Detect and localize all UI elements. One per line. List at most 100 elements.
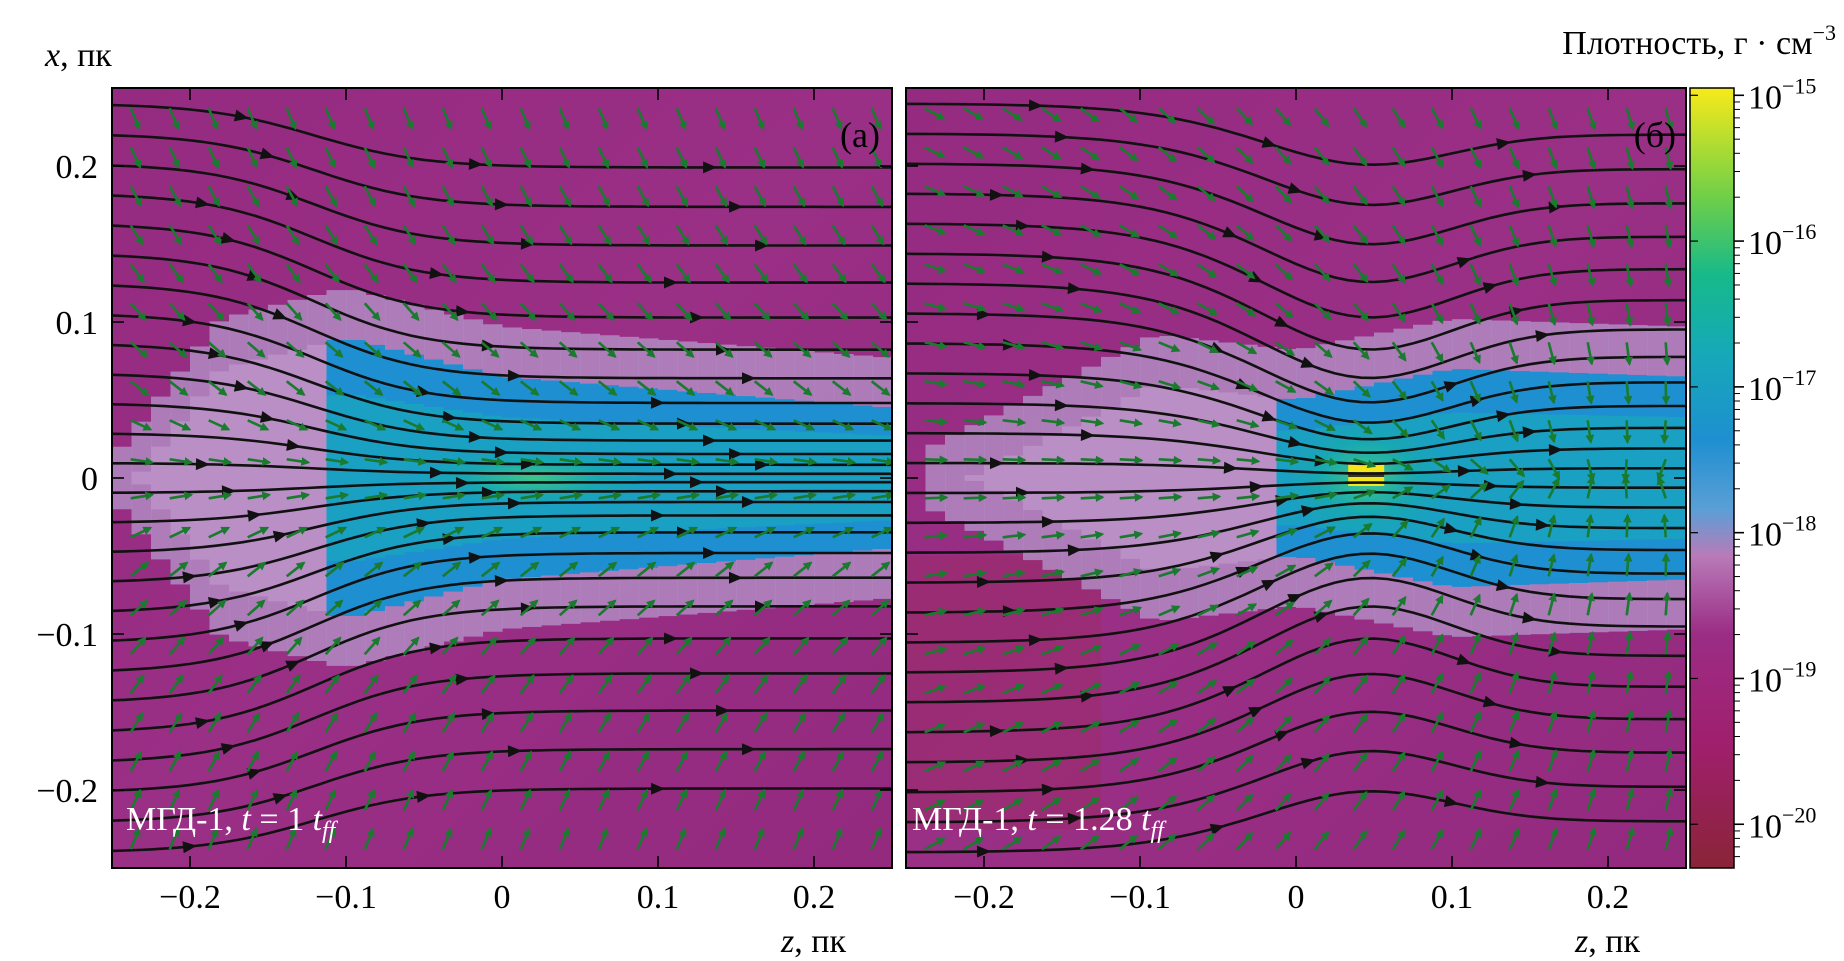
velocity-arrow [558,185,572,208]
velocity-arrow [1664,107,1674,132]
field-line-arrow [1028,369,1043,382]
filament-cell [984,465,1005,491]
field-line-arrow [468,157,483,170]
velocity-arrow [636,185,650,208]
velocity-arrow [1547,224,1558,248]
velocity-arrow [246,636,264,656]
velocity-arrow [831,636,849,656]
velocity-arrow [1353,458,1377,469]
velocity-arrow [363,341,383,358]
velocity-arrow [1041,683,1064,695]
velocity-arrow [753,599,773,617]
velocity-arrow [1469,107,1482,130]
field-line-arrow [1054,130,1069,143]
velocity-arrow [1158,455,1183,465]
velocity-arrow [363,750,377,772]
x-tick-label: −0.1 [1109,879,1171,916]
velocity-arrow [1586,631,1596,655]
velocity-arrow [1392,458,1414,471]
velocity-arrow [637,457,662,466]
velocity-arrow [1274,224,1293,243]
velocity-arrow [1002,645,1026,656]
velocity-arrow [753,711,768,733]
colorbar-tick-label: 10−16 [1748,219,1816,262]
velocity-arrow [714,599,734,617]
filament-core-cell [1588,415,1609,541]
field-line-arrow [259,147,275,160]
velocity-arrow [559,419,582,431]
field-line [112,514,892,583]
velocity-arrow [1041,341,1065,351]
velocity-arrow [1391,634,1407,656]
velocity-arrow [1002,146,1024,160]
field-line-arrow [1443,381,1459,393]
velocity-arrow [441,750,455,772]
colorbar-tick-label: 10−19 [1748,656,1816,699]
velocity-arrow [168,674,184,695]
velocity-arrow [1352,341,1370,360]
filament-core-cell [814,432,835,524]
velocity-arrow [1508,419,1520,443]
velocity-arrow [1119,643,1142,656]
velocity-arrow [130,491,155,501]
field-line-arrow [247,509,262,522]
field-line-arrow [716,704,730,717]
velocity-arrow [286,526,309,539]
velocity-arrow [363,380,384,396]
velocity-arrow [520,491,545,501]
field-line [906,532,1686,614]
velocity-arrow [364,526,387,539]
velocity-arrow [1002,224,1025,236]
velocity-arrow [168,302,186,322]
velocity-arrow [1079,796,1101,812]
velocity-arrow [871,491,892,501]
velocity-arrow [1197,455,1222,465]
field-line-arrow [195,196,210,209]
velocity-arrow [1430,555,1444,577]
velocity-arrow [1430,517,1445,539]
velocity-arrow [480,107,492,131]
velocity-arrow [1624,303,1634,327]
velocity-arrow [129,750,143,772]
velocity-arrow [1664,826,1674,850]
velocity-arrow [1041,568,1065,578]
velocity-arrow [831,750,845,772]
velocity-arrow [1352,674,1369,695]
colorbar-tick-label: 10−17 [1748,365,1816,408]
velocity-arrow [597,302,615,322]
velocity-arrow [324,380,345,396]
velocity-arrow [1274,302,1295,319]
field-line [112,284,892,380]
field-line-arrow [1261,136,1277,148]
field-line-arrow [703,434,717,447]
velocity-arrow [1586,458,1596,483]
velocity-arrow [1236,419,1260,429]
velocity-arrow [1625,185,1635,210]
colorbar-tick-label: 10−18 [1748,511,1816,554]
velocity-arrow [714,380,735,396]
velocity-arrow [168,788,181,811]
velocity-arrow [1547,514,1557,538]
filament-cell [1042,436,1063,520]
velocity-arrow [1547,748,1558,772]
velocity-arrow [1197,529,1221,539]
field-line [112,480,892,494]
field-line-arrow [716,485,730,498]
velocity-arrow [442,526,465,539]
velocity-arrow [285,599,305,617]
velocity-arrow [963,379,988,389]
velocity-arrow [871,526,892,539]
velocity-arrow [207,146,220,169]
velocity-arrow [1547,709,1558,733]
velocity-arrow [1662,591,1672,616]
velocity-arrow [247,526,270,539]
velocity-arrow [1391,185,1406,207]
velocity-arrow [1158,380,1182,390]
velocity-arrow [1508,788,1520,811]
velocity-arrow [832,457,857,466]
filament-core-cell [638,424,659,532]
velocity-arrow [1080,302,1103,313]
velocity-arrow [1624,630,1634,655]
velocity-arrow [129,674,145,695]
velocity-arrow [325,419,348,431]
